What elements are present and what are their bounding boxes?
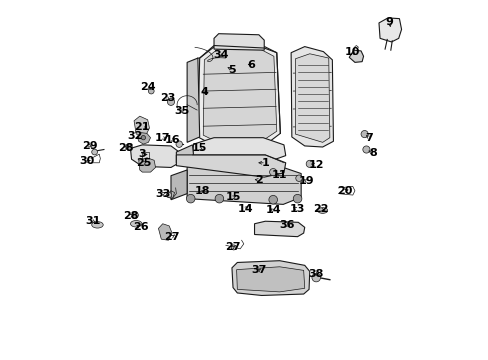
- Text: 5: 5: [228, 64, 235, 75]
- Circle shape: [141, 135, 145, 140]
- Text: 36: 36: [279, 220, 294, 230]
- Text: 12: 12: [308, 160, 324, 170]
- Circle shape: [305, 160, 313, 167]
- Text: 4: 4: [200, 87, 208, 97]
- Polygon shape: [378, 18, 401, 42]
- Text: 32: 32: [127, 131, 142, 141]
- Polygon shape: [134, 116, 149, 135]
- Polygon shape: [171, 170, 187, 200]
- Polygon shape: [187, 164, 301, 204]
- Text: 9: 9: [385, 17, 393, 27]
- Polygon shape: [214, 34, 264, 50]
- Text: 2: 2: [254, 175, 262, 185]
- Text: 33: 33: [155, 189, 170, 199]
- Circle shape: [132, 212, 138, 219]
- Text: 16: 16: [164, 135, 180, 145]
- Circle shape: [166, 193, 171, 198]
- Polygon shape: [254, 221, 304, 237]
- Text: 25: 25: [136, 158, 151, 168]
- Circle shape: [148, 88, 154, 94]
- Polygon shape: [295, 54, 329, 142]
- Polygon shape: [290, 46, 333, 147]
- Circle shape: [269, 168, 276, 176]
- Text: 10: 10: [344, 46, 359, 57]
- Circle shape: [268, 195, 277, 204]
- Text: 19: 19: [298, 176, 313, 186]
- Polygon shape: [176, 145, 193, 163]
- Text: 13: 13: [289, 204, 305, 215]
- Polygon shape: [231, 261, 309, 296]
- Polygon shape: [236, 267, 304, 292]
- Text: 1: 1: [262, 158, 269, 168]
- Polygon shape: [130, 145, 179, 167]
- Ellipse shape: [317, 208, 327, 213]
- Text: 28: 28: [118, 143, 133, 153]
- Circle shape: [92, 149, 97, 155]
- Text: 6: 6: [246, 60, 254, 70]
- Circle shape: [125, 144, 132, 150]
- Polygon shape: [198, 44, 280, 145]
- Text: 18: 18: [194, 186, 209, 197]
- Polygon shape: [139, 158, 155, 172]
- Text: 27: 27: [225, 242, 240, 252]
- Text: 15: 15: [225, 192, 240, 202]
- Circle shape: [215, 194, 223, 203]
- Text: 3: 3: [138, 149, 146, 159]
- Ellipse shape: [130, 221, 142, 227]
- Text: 26: 26: [132, 222, 148, 232]
- Text: 8: 8: [368, 148, 376, 158]
- Text: 7: 7: [365, 133, 372, 143]
- Circle shape: [231, 245, 236, 250]
- Text: 21: 21: [134, 122, 150, 132]
- Polygon shape: [192, 138, 285, 163]
- Circle shape: [295, 175, 302, 181]
- Text: 31: 31: [85, 216, 101, 226]
- Circle shape: [362, 146, 369, 153]
- Polygon shape: [176, 155, 285, 177]
- Text: 15: 15: [192, 143, 207, 153]
- Polygon shape: [137, 133, 150, 144]
- Text: 34: 34: [213, 50, 228, 60]
- Text: 30: 30: [80, 156, 95, 166]
- Circle shape: [176, 141, 182, 147]
- Text: 28: 28: [122, 211, 138, 221]
- Text: 24: 24: [140, 82, 156, 93]
- Text: 17: 17: [155, 133, 170, 143]
- Circle shape: [360, 131, 367, 138]
- Polygon shape: [187, 58, 199, 142]
- Circle shape: [293, 194, 301, 203]
- Text: 14: 14: [265, 206, 281, 216]
- Circle shape: [311, 273, 320, 282]
- Polygon shape: [158, 224, 172, 240]
- Polygon shape: [348, 50, 363, 62]
- Circle shape: [186, 194, 195, 203]
- Text: 37: 37: [251, 265, 266, 275]
- Text: 38: 38: [308, 269, 323, 279]
- Text: 35: 35: [174, 106, 189, 116]
- Text: 11: 11: [271, 170, 287, 180]
- Text: 27: 27: [164, 232, 180, 242]
- Polygon shape: [203, 48, 276, 141]
- Text: 14: 14: [237, 204, 252, 214]
- Ellipse shape: [92, 222, 103, 228]
- Text: 29: 29: [81, 141, 97, 151]
- Circle shape: [167, 98, 174, 105]
- Text: 22: 22: [312, 204, 327, 215]
- Text: 20: 20: [337, 186, 352, 196]
- Text: 23: 23: [160, 93, 175, 103]
